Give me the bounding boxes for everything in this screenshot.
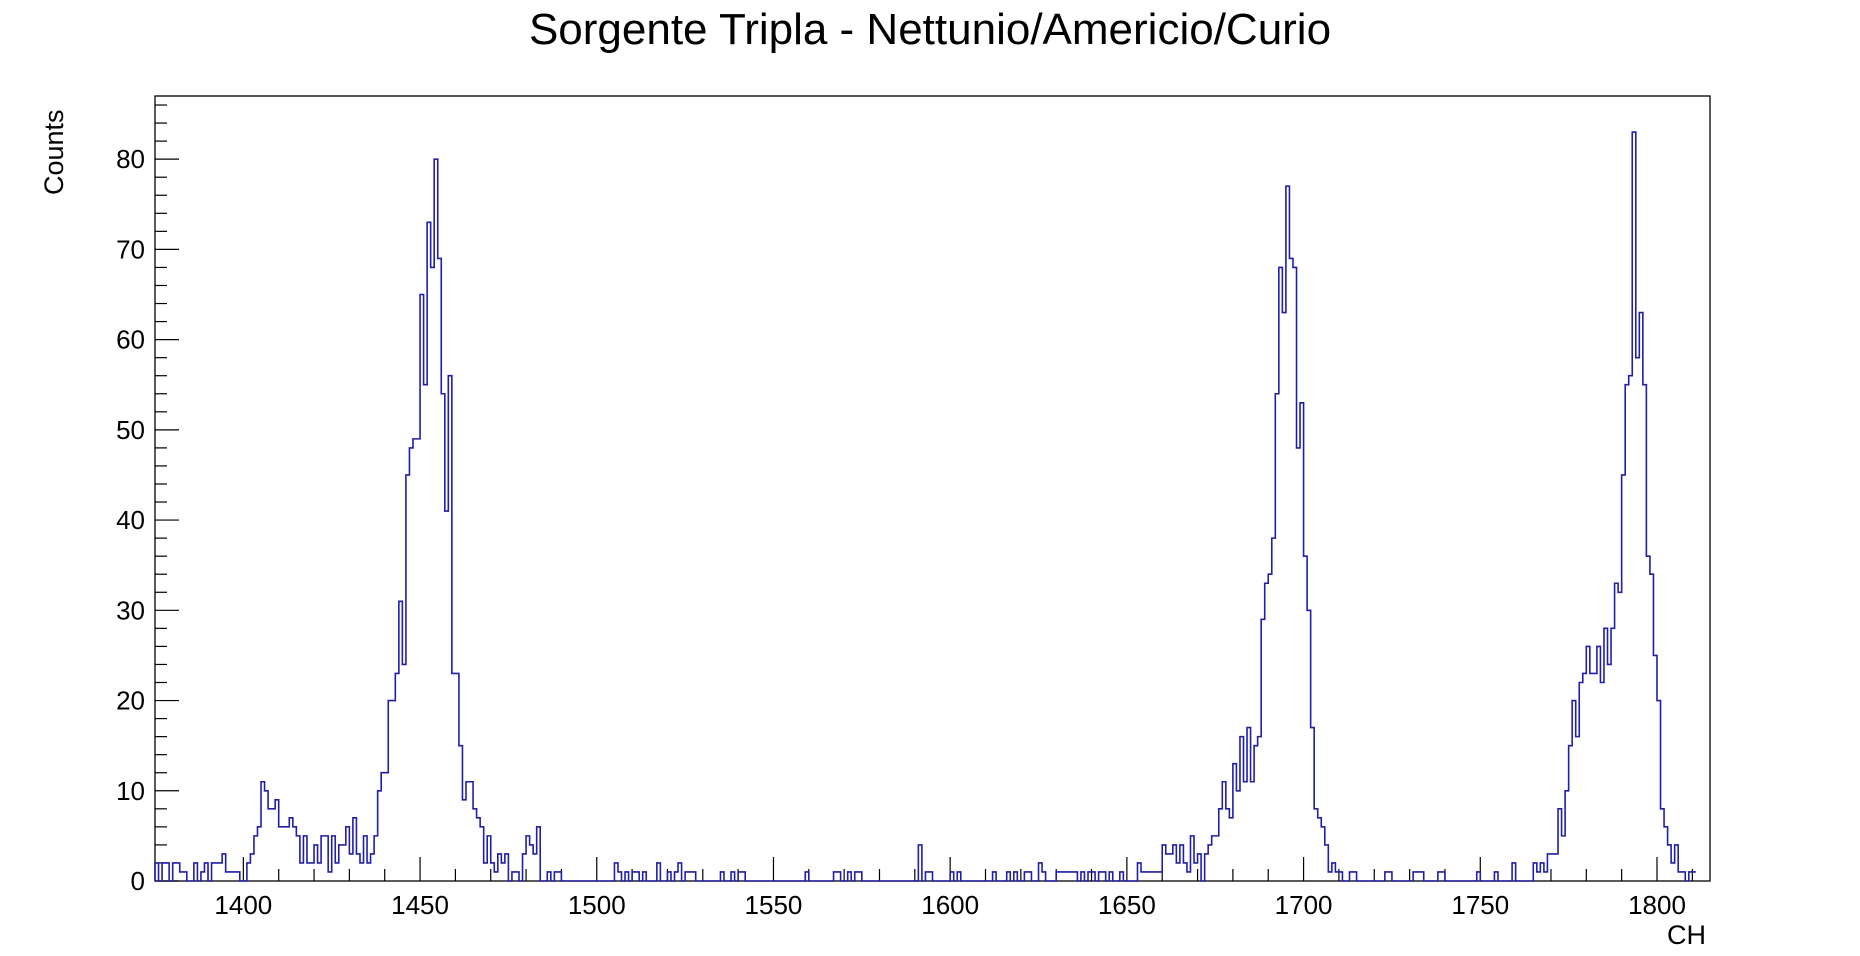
chart-title: Sorgente Tripla - Nettunio/Americio/Curi…	[529, 5, 1331, 54]
x-tick-label: 1450	[391, 890, 449, 920]
y-tick-label: 60	[116, 325, 145, 355]
x-tick-label: 1400	[214, 890, 272, 920]
y-tick-label: 80	[116, 144, 145, 174]
y-tick-label: 40	[116, 505, 145, 535]
y-tick-label: 70	[116, 234, 145, 264]
y-tick-label: 20	[116, 686, 145, 716]
y-tick-label: 30	[116, 595, 145, 625]
y-axis: 0 10 20 30 40 50 60 70 80	[116, 104, 179, 896]
y-tick-label: 50	[116, 415, 145, 445]
x-tick-label: 1800	[1628, 890, 1686, 920]
x-tick-label: 1600	[921, 890, 979, 920]
x-axis: 1400 1450 1500 1550 1600 1650 1700 1750 1800	[172, 857, 1693, 920]
x-axis-label: CH	[1667, 920, 1706, 950]
x-tick-label: 1500	[568, 890, 626, 920]
y-tick-label: 0	[131, 866, 145, 896]
x-tick-label: 1700	[1275, 890, 1333, 920]
x-tick-label: 1650	[1098, 890, 1156, 920]
y-tick-label: 10	[116, 776, 145, 806]
y-axis-label: Counts	[39, 109, 69, 195]
x-tick-label: 1550	[745, 890, 803, 920]
histogram-series-line	[154, 131, 1696, 882]
x-tick-label: 1750	[1451, 890, 1509, 920]
